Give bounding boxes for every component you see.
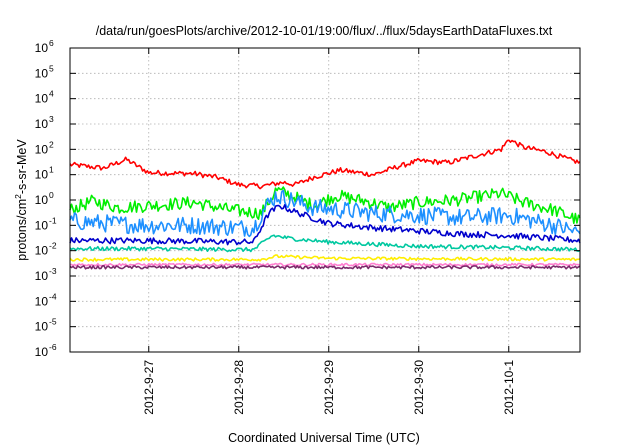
y-tick-exponent: -1: [49, 215, 57, 225]
y-tick-base: 10: [35, 218, 49, 232]
y-tick-label: 10: [35, 41, 49, 55]
y-tick-exponent: -5: [49, 317, 57, 327]
y-tick-label: 10: [35, 117, 49, 131]
y-tick-label: 10: [35, 193, 49, 207]
y-tick-exponent: 2: [49, 139, 54, 149]
y-tick-base: 10: [35, 117, 49, 131]
series-line-6: [69, 254, 581, 262]
y-tick-exponent: -3: [49, 266, 57, 276]
y-tick-label: 10: [35, 142, 49, 156]
y-axis-label-exponent: 2: [13, 194, 23, 199]
y-tick-exponent: 0: [49, 190, 54, 200]
chart-title: /data/run/goesPlots/archive/2012-10-01/1…: [96, 24, 553, 38]
y-tick-exponent: 1: [49, 165, 54, 175]
series-line-1: [69, 139, 581, 190]
y-tick-label: 10: [35, 218, 49, 232]
y-tick-label: 10: [35, 66, 49, 80]
y-tick-label: 10: [35, 320, 49, 334]
y-tick-exponent: 5: [49, 63, 54, 73]
x-tick-label: 2012-9-30: [412, 360, 426, 415]
y-tick-exponent: 4: [49, 89, 54, 99]
x-axis: 2012-9-27 2012-9-28 2012-9-29 2012-9-30 2012…: [142, 48, 516, 415]
series-layer: [69, 139, 581, 270]
y-tick-base: 10: [35, 320, 49, 334]
x-tick-label: 2012-9-27: [142, 360, 156, 415]
series-line-8: [69, 265, 581, 270]
y-tick-label: 10: [35, 244, 49, 258]
y-tick-exponent: -2: [49, 241, 57, 251]
series-line-5: [69, 234, 581, 253]
series-line-2: [69, 186, 581, 224]
series-line-3: [69, 189, 581, 238]
y-axis-label: protons/cm2-s-sr-MeV: [13, 139, 29, 261]
y-axis-label-unit: -s-sr-MeV: [15, 139, 29, 195]
y-tick-base: 10: [35, 168, 49, 182]
series-line-4: [69, 204, 581, 246]
y-tick-exponent: -6: [49, 342, 57, 352]
x-tick-label: 2012-10-1: [502, 360, 516, 415]
x-tick-label: 2012-9-28: [232, 360, 246, 415]
y-tick-exponent: 6: [49, 38, 54, 48]
y-tick-exponent: 3: [49, 114, 54, 124]
y-tick-label: 10: [35, 294, 49, 308]
grid: [70, 48, 580, 352]
y-tick-base: 10: [35, 269, 49, 283]
x-axis-label: Coordinated Universal Time (UTC): [228, 431, 420, 445]
y-tick-label: 10: [35, 168, 49, 182]
y-tick-base: 10: [35, 92, 49, 106]
y-tick-base: 10: [35, 345, 49, 359]
y-tick-base: 10: [35, 66, 49, 80]
y-tick-base: 10: [35, 244, 49, 258]
y-tick-exponent: -4: [49, 291, 57, 301]
y-tick-base: 10: [35, 142, 49, 156]
y-axis-label-base: protons/cm: [15, 199, 29, 261]
x-tick-label: 2012-9-29: [322, 360, 336, 415]
y-tick-label: 10: [35, 92, 49, 106]
y-tick-base: 10: [35, 41, 49, 55]
y-tick-label: 10: [35, 345, 49, 359]
y-tick-label: 10: [35, 269, 49, 283]
y-tick-base: 10: [35, 294, 49, 308]
y-tick-base: 10: [35, 193, 49, 207]
